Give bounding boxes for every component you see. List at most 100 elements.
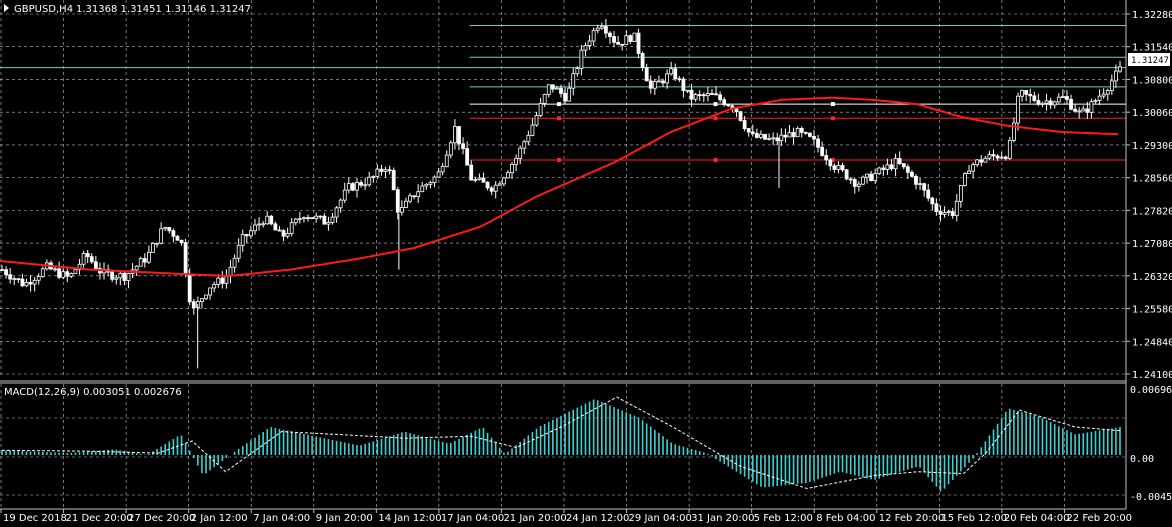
candle-bear xyxy=(175,235,180,241)
candle-bull xyxy=(240,234,245,246)
time-tick-label: 31 Jan 20:00 xyxy=(691,513,754,524)
collapse-triangle-icon[interactable] xyxy=(4,4,9,12)
time-tick-label: 22 Feb 20:00 xyxy=(1066,513,1132,524)
candle-bear xyxy=(183,242,188,275)
candle-bear xyxy=(559,87,563,94)
candle-bear xyxy=(991,154,996,157)
price-tick-label: 1.30800 xyxy=(1132,75,1172,86)
candle-bull xyxy=(632,32,637,42)
candle-bull xyxy=(253,224,257,232)
candle-bull xyxy=(477,177,482,180)
candle-bear xyxy=(220,277,225,284)
candle-bear xyxy=(844,169,849,180)
candle-bear xyxy=(273,223,278,231)
candle-bull xyxy=(657,80,661,83)
candle-bear xyxy=(485,181,490,189)
candle-bull xyxy=(767,138,771,140)
candle-bear xyxy=(816,138,820,148)
candle-bull xyxy=(371,175,376,178)
candle-bear xyxy=(351,183,355,191)
level-anchor-point xyxy=(713,157,718,162)
candle-bear xyxy=(457,126,461,145)
candle-bear xyxy=(775,137,780,141)
candle-bear xyxy=(689,89,694,100)
candle-bull xyxy=(1007,139,1012,159)
candle-bull xyxy=(212,284,217,289)
candle-bull xyxy=(571,73,576,89)
candle-bear xyxy=(608,32,612,37)
level-anchor-point xyxy=(830,157,835,162)
level-anchor-point xyxy=(713,102,718,107)
candle-bull xyxy=(795,128,800,138)
candle-bull xyxy=(293,218,298,224)
candle-bull xyxy=(526,134,531,143)
candle-bear xyxy=(620,43,625,46)
candle-bear xyxy=(636,32,641,54)
candle-bull xyxy=(440,166,445,173)
candle-bear xyxy=(489,187,494,192)
symbol-header: GBPUSD,H4 1.31368 1.31451 1.31146 1.3124… xyxy=(4,4,251,15)
candle-bull xyxy=(885,164,890,170)
candle-bull xyxy=(236,244,241,259)
candle-bull xyxy=(77,263,82,271)
macd-tick-label: 0.006966 xyxy=(1130,385,1172,396)
candle-bear xyxy=(89,256,94,263)
candle-bull xyxy=(865,173,869,178)
candle-bull xyxy=(1097,95,1102,101)
candle-bull xyxy=(114,277,119,280)
candle-bull xyxy=(453,126,457,144)
candle-bull xyxy=(285,232,290,237)
candle-bear xyxy=(828,159,833,167)
candle-bull xyxy=(289,222,294,234)
candle-bull xyxy=(436,171,441,178)
candle-bull xyxy=(342,189,347,201)
candle-bull xyxy=(665,73,669,84)
candle-bull xyxy=(685,89,690,92)
candle-bull xyxy=(530,124,535,136)
candle-bear xyxy=(110,271,115,280)
time-tick-label: 15 Feb 12:00 xyxy=(941,513,1007,524)
candle-bear xyxy=(28,281,33,285)
candle-bull xyxy=(861,176,865,185)
candle-bear xyxy=(1024,90,1029,95)
candle-bull xyxy=(538,102,543,116)
price-tick-label: 1.30060 xyxy=(1132,108,1172,119)
candle-bull xyxy=(32,279,37,285)
candle-bear xyxy=(950,211,955,217)
candle-bear xyxy=(979,159,984,163)
candle-bear xyxy=(738,111,743,121)
candle-bear xyxy=(905,166,910,173)
candle-bear xyxy=(1048,100,1053,106)
candle-bear xyxy=(934,203,939,212)
time-tick-label: 9 Jan 20:00 xyxy=(316,513,373,524)
candle-bull xyxy=(363,184,368,187)
candle-bull xyxy=(265,215,270,225)
candle-bull xyxy=(346,183,351,191)
candle-bull xyxy=(314,215,319,219)
candle-bull xyxy=(567,87,572,102)
candle-bear xyxy=(697,94,702,97)
chart-grid xyxy=(0,0,1126,508)
candle-bull xyxy=(975,159,980,166)
candle-bear xyxy=(718,94,723,101)
candle-bull xyxy=(404,200,408,208)
level-anchor-point xyxy=(830,102,835,107)
candle-bull xyxy=(12,278,17,281)
candle-bull xyxy=(506,172,510,179)
candle-bull xyxy=(705,93,710,97)
candle-bull xyxy=(1089,101,1094,113)
candle-bear xyxy=(318,215,323,218)
candle-bear xyxy=(603,26,608,34)
candle-bear xyxy=(1028,93,1033,97)
candle-bull xyxy=(334,207,339,218)
candle-bear xyxy=(277,229,282,232)
time-tick-label: 21 Dec 20:00 xyxy=(66,513,133,524)
candle-bear xyxy=(901,163,906,168)
current-price-tag: 1.31247 xyxy=(1128,53,1170,66)
candle-bear xyxy=(799,128,804,133)
candle-bull xyxy=(134,265,139,271)
candle-bull xyxy=(330,216,335,223)
candle-bull xyxy=(383,169,388,172)
candle-bear xyxy=(734,108,739,113)
